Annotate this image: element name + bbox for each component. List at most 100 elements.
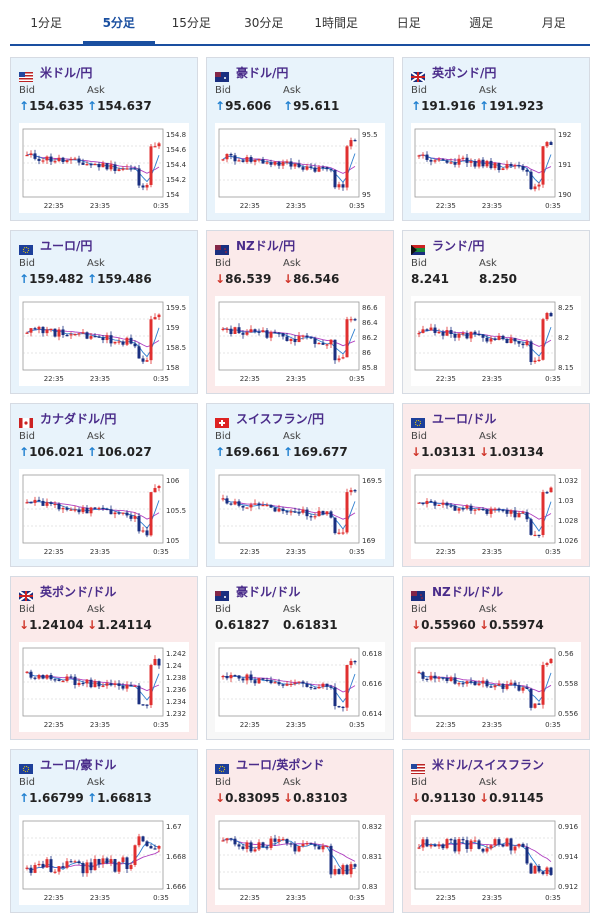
candle-body (25, 154, 29, 157)
candle-body (321, 510, 325, 515)
price-chart: 0.618 0.616 0.614 22:35 23:35 0:35 (218, 647, 383, 729)
rate-card[interactable]: NZドル/ドル Bid Ask ↓0.55960 ↓0.55974 0.56 0.558 0.… (402, 576, 590, 740)
pair-link[interactable]: NZドル/ドル (432, 585, 504, 599)
candle-body (57, 503, 61, 510)
rate-card[interactable]: ユーロ/豪ドル Bid Ask ↑1.66799 ↑1.66813 1.67 1.668 1.… (10, 749, 198, 913)
candle-body (301, 167, 305, 170)
candle-body (505, 509, 509, 514)
candle-body (421, 839, 425, 848)
rate-card[interactable]: スイスフラン/円 Bid Ask ↑169.661 ↑169.677 169.5 169 22… (206, 403, 394, 567)
pair-link[interactable]: ユーロ/円 (40, 239, 93, 253)
candle-body (513, 510, 517, 518)
chart-container[interactable]: 154.8 154.6 154.4 154.2 154 22:35 23:35 0:35 (19, 123, 189, 213)
candle-body (81, 682, 85, 685)
rate-card[interactable]: 英ポンド/円 Bid Ask ↑191.916 ↑191.923 192 191 190 22:… (402, 57, 590, 221)
candle-body (77, 861, 81, 864)
tab-1[interactable]: 5分足 (82, 0, 155, 44)
tab-7[interactable]: 月足 (541, 16, 566, 30)
tab-2[interactable]: 15分足 (171, 16, 211, 30)
pair-link[interactable]: NZドル/円 (236, 239, 296, 253)
pair-link[interactable]: カナダドル/円 (40, 412, 117, 426)
ask-label: Ask (479, 777, 497, 788)
bid-label: Bid (19, 431, 35, 442)
chart-container[interactable]: 1.242 1.24 1.238 1.236 1.234 1.232 22:35 23:35 0… (19, 642, 189, 732)
candle-body (233, 675, 237, 677)
rate-card[interactable]: ランド/円 Bid Ask 8.241 8.250 8.25 8.2 8.15 22:35 23:… (402, 230, 590, 394)
chart-container[interactable]: 106 105.5 105 22:35 23:35 0:35 (19, 469, 189, 559)
candle-body (309, 686, 313, 689)
candle-body (45, 675, 49, 679)
tab-6[interactable]: 週足 (469, 16, 494, 30)
ask-number: 0.91145 (489, 791, 544, 805)
gb-jp-flag-icon (410, 67, 426, 83)
tab-0[interactable]: 1分足 (30, 16, 63, 30)
pair-link[interactable]: 米ドル/スイスフラン (432, 758, 545, 772)
candle-body (29, 153, 33, 155)
candle-body (273, 332, 277, 334)
candle-body (85, 332, 89, 339)
tab-5[interactable]: 日足 (396, 16, 421, 30)
candle-body (261, 842, 265, 848)
pair-link[interactable]: ユーロ/ドル (432, 412, 497, 426)
pair-link[interactable]: 英ポンド/ドル (40, 585, 117, 599)
pair-link[interactable]: 米ドル/円 (40, 66, 93, 80)
rate-card[interactable]: ユーロ/円 Bid Ask ↑159.482 ↑159.486 159.5 159 158.5… (10, 230, 198, 394)
ask-label: Ask (283, 431, 301, 442)
rate-card[interactable]: 豪ドル/ドル Bid Ask 0.61827 0.61831 0.618 0.616 0.61… (206, 576, 394, 740)
candle-body (57, 866, 61, 872)
pair-link[interactable]: 豪ドル/円 (236, 66, 289, 80)
rate-card[interactable]: NZドル/円 Bid Ask ↓86.539 ↓86.546 86.6 86.4 86.2 86… (206, 230, 394, 394)
candle-body (449, 162, 453, 164)
candle-body (349, 140, 353, 147)
pair-link[interactable]: ユーロ/英ポンド (236, 758, 325, 772)
chart-container[interactable]: 86.6 86.4 86.2 86 85.8 22:35 23:35 0:35 (215, 296, 385, 386)
pair-link[interactable]: 豪ドル/ドル (236, 585, 301, 599)
x-tick-label: 23:35 (482, 894, 502, 902)
rate-card[interactable]: ユーロ/英ポンド Bid Ask ↓0.83095 ↓0.83103 0.832 0.831… (206, 749, 394, 913)
chart-container[interactable]: 0.832 0.831 0.83 22:35 23:35 0:35 (215, 815, 385, 905)
rate-card[interactable]: 米ドル/スイスフラン Bid Ask ↓0.91130 ↓0.91145 0.916 0.9… (402, 749, 590, 913)
bid-number: 159.482 (29, 272, 84, 286)
pair-link[interactable]: スイスフラン/円 (236, 412, 325, 426)
candle-body (229, 153, 233, 156)
rate-card[interactable]: 英ポンド/ドル Bid Ask ↓1.24104 ↓1.24114 1.242 1.24 1.… (10, 576, 198, 740)
candle-body (341, 706, 345, 709)
ask-value: ↑95.611 (283, 99, 339, 113)
bid-number: 95.606 (225, 99, 272, 113)
chart-container[interactable]: 159.5 159 158.5 158 22:35 23:35 0:35 (19, 296, 189, 386)
chart-container[interactable]: 0.618 0.616 0.614 22:35 23:35 0:35 (215, 642, 385, 732)
candle-body (345, 865, 349, 875)
candle-body (297, 163, 301, 168)
chart-container[interactable]: 1.032 1.03 1.028 1.026 22:35 23:35 0:35 (411, 469, 581, 559)
candle-body (137, 346, 141, 359)
chart-container[interactable]: 95.5 95 22:35 23:35 0:35 (215, 123, 385, 213)
y-tick-label: 159 (166, 324, 179, 332)
chart-container[interactable]: 192 191 190 22:35 23:35 0:35 (411, 123, 581, 213)
pair-link[interactable]: ランド/円 (432, 239, 485, 253)
candle-body (301, 335, 305, 337)
chart-container[interactable]: 0.916 0.914 0.912 22:35 23:35 0:35 (411, 815, 581, 905)
candle-body (329, 686, 333, 688)
candle-body (49, 675, 53, 680)
rate-card[interactable]: カナダドル/円 Bid Ask ↑106.021 ↑106.027 106 105.5 105… (10, 403, 198, 567)
price-chart: 0.56 0.558 0.556 22:35 23:35 0:35 (414, 647, 579, 729)
candle-body (489, 508, 493, 514)
ask-number: 106.027 (97, 445, 152, 459)
chart-container[interactable]: 8.25 8.2 8.15 22:35 23:35 0:35 (411, 296, 581, 386)
tab-4[interactable]: 1時間足 (314, 16, 359, 30)
chart-container[interactable]: 169.5 169 22:35 23:35 0:35 (215, 469, 385, 559)
tab-3[interactable]: 30分足 (244, 16, 284, 30)
candle-body (349, 864, 353, 875)
rate-card[interactable]: 米ドル/円 Bid Ask ↑154.635 ↑154.637 154.8 154.6 154… (10, 57, 198, 221)
candle-body (125, 337, 129, 345)
pair-link[interactable]: 英ポンド/円 (432, 66, 497, 80)
candle-body (433, 844, 437, 847)
pair-link[interactable]: ユーロ/豪ドル (40, 758, 117, 772)
rate-card[interactable]: ユーロ/ドル Bid Ask ↓1.03131 ↓1.03134 1.032 1.03 1.0… (402, 403, 590, 567)
chart-container[interactable]: 0.56 0.558 0.556 22:35 23:35 0:35 (411, 642, 581, 732)
rate-card[interactable]: 豪ドル/円 Bid Ask ↑95.606 ↑95.611 95.5 95 22:35 23:3… (206, 57, 394, 221)
candle-body (25, 332, 29, 334)
arrow-up-icon: ↑ (19, 445, 30, 459)
chart-container[interactable]: 1.67 1.668 1.666 22:35 23:35 0:35 (19, 815, 189, 905)
x-tick-label: 0:35 (545, 548, 561, 556)
